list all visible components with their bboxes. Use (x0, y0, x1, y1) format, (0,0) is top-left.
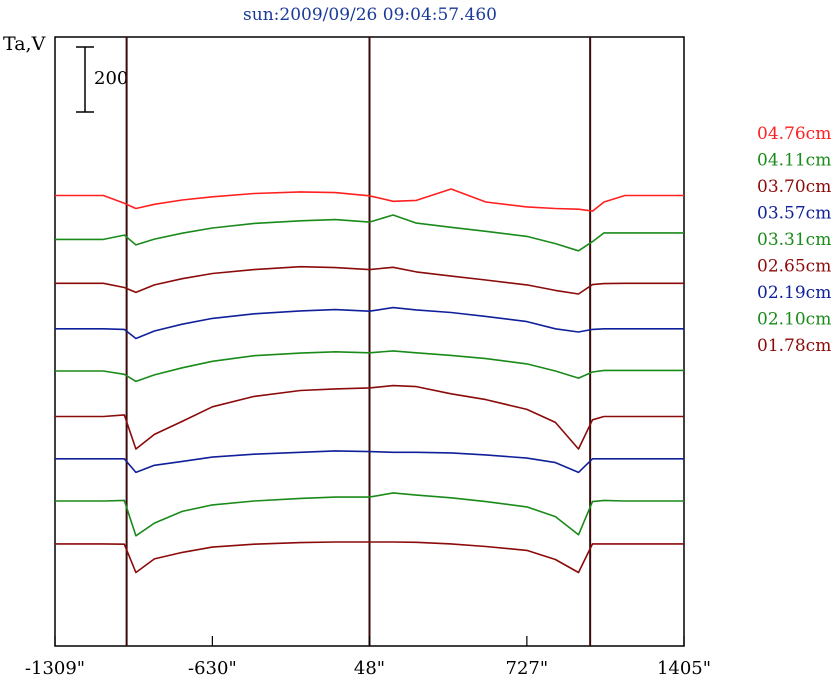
x-tick-label-1: -630" (188, 658, 237, 679)
x-axis-ticks: -1309" -630" 48" 727" 1405" (25, 636, 711, 679)
series-line-2 (55, 265, 684, 295)
series-line-6 (55, 450, 684, 474)
series-line-4 (55, 350, 684, 383)
legend-entry-7: 02.10cm (757, 310, 831, 330)
vertical-markers (125, 37, 592, 646)
chart-title: sun:2009/09/26 09:04:57.460 (243, 5, 497, 25)
x-tick-label-4: 1405" (657, 658, 711, 679)
series-line-3 (55, 306, 684, 340)
x-tick-label-2: 48" (354, 658, 385, 679)
series-line-0 (55, 188, 684, 212)
legend-entry-1: 04.11cm (757, 151, 831, 171)
legend-entry-3: 03.57cm (757, 204, 831, 224)
legend-entry-2: 03.70cm (757, 177, 831, 197)
legend-entry-4: 03.31cm (757, 230, 831, 250)
legend-entry-5: 02.65cm (757, 257, 831, 277)
scale-bar: 200 (76, 46, 128, 113)
x-tick-label-0: -1309" (25, 658, 85, 679)
y-axis-label: Ta,V (3, 33, 46, 55)
series-line-8 (55, 541, 684, 574)
legend: 04.76cm 04.11cm 03.70cm 03.57cm 03.31cm 02.65… (757, 124, 831, 356)
series-layer (55, 188, 684, 574)
series-line-1 (55, 214, 684, 252)
scale-bar-label: 200 (94, 68, 128, 89)
legend-entry-0: 04.76cm (757, 124, 831, 144)
series-line-5 (55, 384, 684, 450)
series-line-7 (55, 492, 684, 537)
legend-entry-6: 02.19cm (757, 283, 831, 303)
legend-entry-8: 01.78cm (757, 336, 831, 356)
x-tick-label-3: 727" (506, 658, 549, 679)
